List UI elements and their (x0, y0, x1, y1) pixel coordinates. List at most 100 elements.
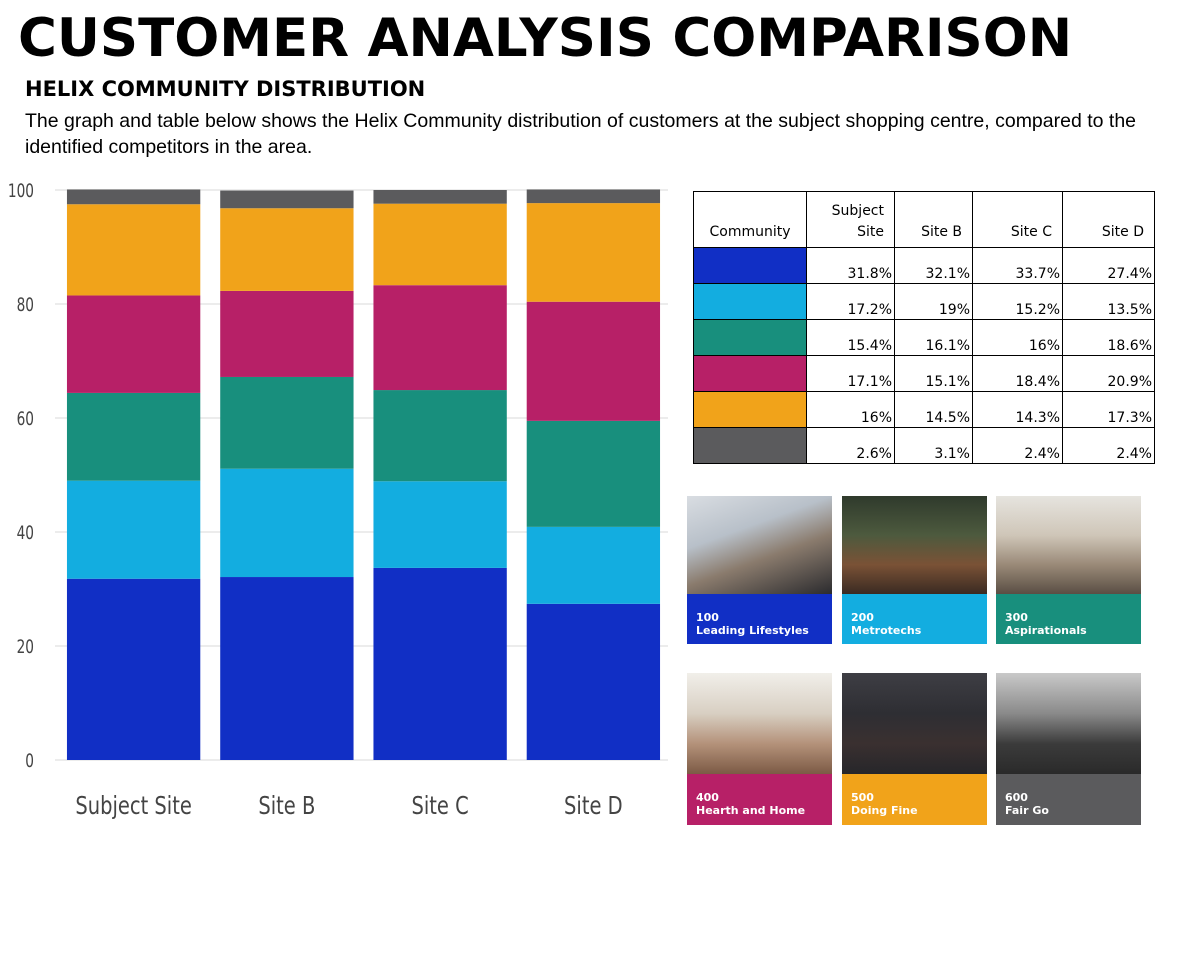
table-cell: 16% (972, 319, 1063, 356)
table-header-site-c: Site C (972, 191, 1063, 248)
y-tick-label: 100 (8, 180, 34, 202)
community-label-band: 600 Fair Go (996, 774, 1141, 825)
table-cell: 2.4% (1062, 427, 1155, 464)
community-tile: 300 Aspirationals (996, 496, 1141, 644)
table-cell: 14.5% (894, 391, 973, 428)
table-header-row: Community Subject Site Site B Site C Sit… (693, 191, 1155, 248)
community-color-swatch (693, 391, 807, 428)
bar-segment (373, 190, 507, 204)
table-cell: 18.4% (972, 355, 1063, 392)
table-cell: 16.1% (894, 319, 973, 356)
table-row: 15.4% 16.1% 16% 18.6% (693, 319, 1155, 356)
community-color-swatch (693, 427, 807, 464)
community-label-band: 100 Leading Lifestyles (687, 594, 832, 644)
community-code: 500 (851, 791, 874, 804)
table-row: 2.6% 3.1% 2.4% 2.4% (693, 427, 1155, 464)
table-body: 31.8% 32.1% 33.7% 27.4% 17.2% 19% 15.2% 13.5% 15… (693, 247, 1155, 464)
table-cell: 15.2% (972, 283, 1063, 320)
table-cell: 13.5% (1062, 283, 1155, 320)
bar-segment (526, 189, 661, 204)
table-row: 16% 14.5% 14.3% 17.3% (693, 391, 1155, 428)
community-photo (996, 673, 1141, 774)
community-name: Doing Fine (851, 804, 918, 817)
community-code: 600 (1005, 791, 1028, 804)
bar-segment (66, 189, 201, 205)
community-name: Hearth and Home (696, 804, 806, 817)
community-code: 400 (696, 791, 719, 804)
x-axis-tick-labels: Subject Site Site B Site C Site D (75, 792, 622, 821)
y-tick-label: 40 (17, 522, 34, 544)
community-code: 200 (851, 611, 874, 624)
community-color-swatch (693, 283, 807, 320)
table-cell: 3.1% (894, 427, 973, 464)
community-color-swatch (693, 247, 807, 284)
community-color-swatch (693, 355, 807, 392)
y-tick-label: 60 (17, 408, 34, 430)
table-row: 17.1% 15.1% 18.4% 20.9% (693, 355, 1155, 392)
bar-segment (526, 301, 661, 421)
table-header-subject-site: Subject Site (806, 191, 895, 248)
x-tick-label: Site B (258, 792, 315, 821)
community-name: Metrotechs (851, 624, 922, 637)
community-label-band: 300 Aspirationals (996, 594, 1141, 644)
bar-segment (373, 285, 507, 391)
bar-segment (220, 577, 354, 760)
community-color-swatch (693, 319, 807, 356)
bar-segment (220, 190, 354, 209)
table-cell: 17.1% (806, 355, 895, 392)
bar-segment (373, 390, 507, 482)
bar-segment (220, 376, 354, 469)
bar-segment (526, 203, 661, 302)
bar-segment (373, 481, 507, 568)
y-tick-label: 80 (17, 294, 34, 316)
community-tile: 100 Leading Lifestyles (687, 496, 832, 644)
community-label-band: 200 Metrotechs (842, 594, 987, 644)
table-cell: 31.8% (806, 247, 895, 284)
table-cell: 14.3% (972, 391, 1063, 428)
community-tile: 400 Hearth and Home (687, 673, 832, 825)
community-label-band: 400 Hearth and Home (687, 774, 832, 825)
table-cell: 17.2% (806, 283, 895, 320)
community-label-band: 500 Doing Fine (842, 774, 987, 825)
y-tick-label: 20 (17, 636, 34, 658)
y-tick-label: 0 (25, 750, 34, 772)
bar-segment (66, 204, 201, 296)
x-tick-label: Site C (412, 792, 469, 821)
bar-segment (373, 203, 507, 286)
community-name: Fair Go (1005, 804, 1049, 817)
table-cell: 15.4% (806, 319, 895, 356)
table-header-site-b: Site B (894, 191, 973, 248)
bar-segment (66, 295, 201, 393)
table-cell: 16% (806, 391, 895, 428)
table-cell: 2.4% (972, 427, 1063, 464)
bar-segment (66, 578, 201, 760)
community-tile: 200 Metrotechs (842, 496, 987, 644)
community-photo (842, 673, 987, 774)
description-text: The graph and table below shows the Heli… (25, 110, 1137, 158)
table-cell: 32.1% (894, 247, 973, 284)
community-photo (687, 496, 832, 594)
y-axis-tick-labels: 0 20 40 60 80 100 (8, 180, 34, 772)
chart-bars (66, 189, 661, 760)
table-cell: 17.3% (1062, 391, 1155, 428)
community-code: 100 (696, 611, 719, 624)
bar-segment (220, 468, 354, 578)
table-cell: 19% (894, 283, 973, 320)
community-name: Aspirationals (1005, 624, 1087, 637)
table-cell: 15.1% (894, 355, 973, 392)
bar-segment (526, 526, 661, 604)
community-photo (842, 496, 987, 594)
table-row: 31.8% 32.1% 33.7% 27.4% (693, 247, 1155, 284)
bar-segment (526, 603, 661, 760)
community-distribution-table: Community Subject Site Site B Site C Sit… (693, 191, 1155, 464)
community-tile: 600 Fair Go (996, 673, 1141, 825)
bar-segment (66, 480, 201, 579)
x-tick-label: Site D (564, 792, 623, 821)
bar-segment (526, 420, 661, 527)
table-header-community: Community (693, 191, 807, 248)
community-code: 300 (1005, 611, 1028, 624)
bar-segment (220, 290, 354, 377)
page-title: CUSTOMER ANALYSIS COMPARISON (18, 8, 1073, 69)
table-cell: 20.9% (1062, 355, 1155, 392)
table-cell: 33.7% (972, 247, 1063, 284)
